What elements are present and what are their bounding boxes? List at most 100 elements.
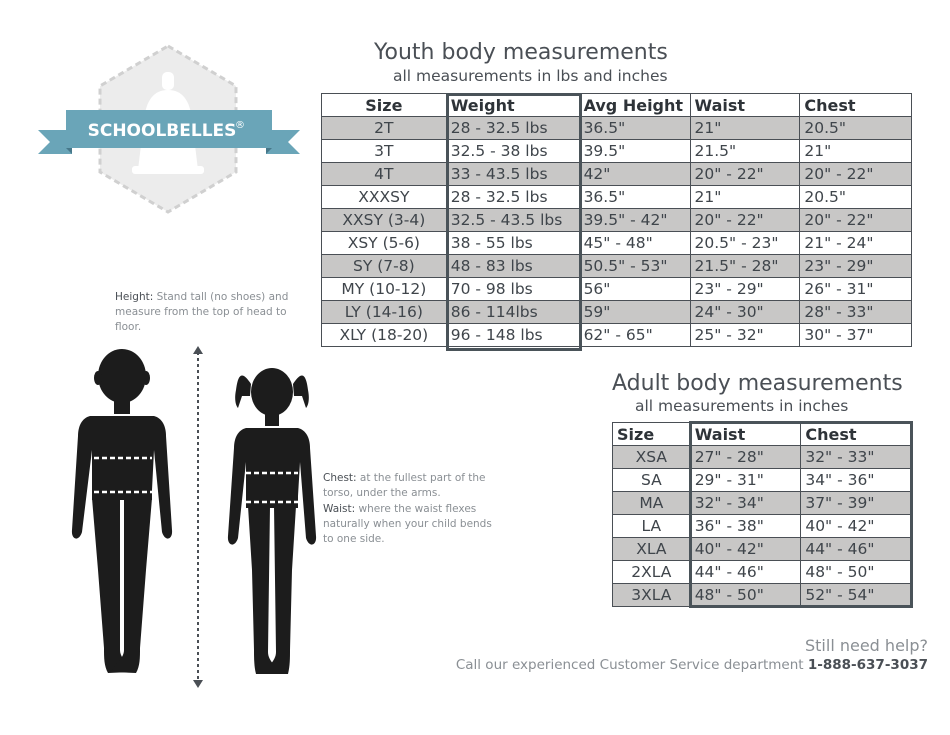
waist-label: Waist:: [323, 503, 356, 515]
table-cell: 28 - 32.5 lbs: [445, 116, 580, 140]
table-cell: 24" - 30": [689, 300, 801, 324]
table-cell: 20" - 22": [799, 162, 912, 186]
table-cell: 48" - 50": [689, 583, 802, 607]
adult-measurements-table: Size Waist Chest XSA 27" - 28" 32" - 33" SA…: [612, 422, 912, 607]
adult-header-row: Size Waist Chest: [612, 422, 912, 446]
ribbon-right-tail: [266, 130, 300, 154]
table-row: XLY (18-20) 96 - 148 lbs 62" - 65" 25" - 32…: [321, 323, 912, 347]
table-row: 2T 28 - 32.5 lbs 36.5" 21" 20.5": [321, 116, 912, 140]
table-cell: 39.5": [578, 139, 691, 163]
table-row: LY (14-16) 86 - 114lbs 59" 24" - 30" 28" - 3…: [321, 300, 912, 324]
table-cell: 21": [689, 185, 801, 209]
table-cell: MA: [612, 491, 691, 515]
col-header-chest: Chest: [800, 422, 912, 446]
girl-silhouette: [227, 368, 317, 674]
table-cell: 70 - 98 lbs: [445, 277, 580, 301]
table-cell: 29" - 31": [689, 468, 802, 492]
chest-text: at the fullest part of the torso, under …: [323, 472, 486, 499]
table-cell: 36.5": [578, 116, 691, 140]
ribbon-banner: [66, 110, 272, 148]
table-cell: 4T: [321, 162, 447, 186]
table-cell: 44" - 46": [800, 537, 912, 561]
table-cell: 32" - 34": [689, 491, 802, 515]
waist-text: where the waist flexes naturally when yo…: [323, 503, 492, 545]
youth-measurements-table: Size Weight Avg Height Waist Chest 2T 28 …: [321, 93, 912, 347]
adult-title: Adult body measurements: [612, 371, 903, 396]
height-text: Stand tall (no shoes) and measure from t…: [115, 291, 289, 333]
height-instruction: Height: Stand tall (no shoes) and measur…: [115, 290, 295, 335]
col-header-weight: Weight: [445, 93, 580, 117]
table-row: 4T 33 - 43.5 lbs 42" 20" - 22" 20" - 22": [321, 162, 912, 186]
table-cell: 50.5" - 53": [578, 254, 691, 278]
youth-subtitle: all measurements in lbs and inches: [393, 67, 668, 85]
table-cell: 32" - 33": [800, 445, 912, 469]
col-header-avg-height: Avg Height: [578, 93, 691, 117]
table-cell: 40" - 42": [800, 514, 912, 538]
table-cell: 37" - 39": [800, 491, 912, 515]
child-silhouettes: [71, 346, 317, 688]
table-cell: SY (7-8): [321, 254, 447, 278]
table-cell: 27" - 28": [689, 445, 802, 469]
table-cell: 34" - 36": [800, 468, 912, 492]
table-cell: XXSY (3-4): [321, 208, 447, 232]
logo-reg-mark: ®: [235, 120, 245, 131]
table-row: 2XLA 44" - 46" 48" - 50": [612, 560, 912, 584]
table-cell: 21": [799, 139, 912, 163]
youth-title: Youth body measurements: [374, 40, 668, 65]
table-cell: 38 - 55 lbs: [445, 231, 580, 255]
table-cell: 42": [578, 162, 691, 186]
table-cell: 20" - 22": [799, 208, 912, 232]
table-cell: 52" - 54": [800, 583, 912, 607]
youth-header-row: Size Weight Avg Height Waist Chest: [321, 93, 912, 117]
table-cell: LY (14-16): [321, 300, 447, 324]
table-row: XXXSY 28 - 32.5 lbs 36.5" 21" 20.5": [321, 185, 912, 209]
table-cell: 21.5" - 28": [689, 254, 801, 278]
schoolbelles-logo: SCHOOLBELLES ®: [38, 44, 300, 214]
table-cell: 3T: [321, 139, 447, 163]
table-row: XSY (5-6) 38 - 55 lbs 45" - 48" 20.5" - 23"…: [321, 231, 912, 255]
table-row: XLA 40" - 42" 44" - 46": [612, 537, 912, 561]
col-header-size: Size: [321, 93, 447, 117]
table-cell: 45" - 48": [578, 231, 691, 255]
table-cell: 20" - 22": [689, 162, 801, 186]
table-cell: 39.5" - 42": [578, 208, 691, 232]
height-arrow-icon: [193, 346, 203, 688]
table-cell: 26" - 31": [799, 277, 912, 301]
help-question: Still need help?: [805, 636, 928, 655]
table-cell: 33 - 43.5 lbs: [445, 162, 580, 186]
table-row: 3XLA 48" - 50" 52" - 54": [612, 583, 912, 607]
help-line: Call our experienced Customer Service de…: [456, 657, 928, 673]
boy-silhouette: [71, 349, 173, 673]
height-label: Height:: [115, 291, 154, 303]
table-cell: LA: [612, 514, 691, 538]
table-cell: 30" - 37": [799, 323, 912, 347]
table-cell: 40" - 42": [689, 537, 802, 561]
table-cell: 28 - 32.5 lbs: [445, 185, 580, 209]
adult-subtitle: all measurements in inches: [635, 397, 849, 415]
table-cell: 23" - 29": [689, 277, 801, 301]
table-cell: 20.5": [799, 185, 912, 209]
table-cell: 20.5" - 23": [689, 231, 801, 255]
help-phone-number[interactable]: 1-888-637-3037: [807, 657, 928, 673]
table-row: 3T 32.5 - 38 lbs 39.5" 21.5" 21": [321, 139, 912, 163]
table-cell: 86 - 114lbs: [445, 300, 580, 324]
ribbon-left-tail: [38, 130, 72, 154]
chest-label: Chest:: [323, 472, 357, 484]
table-cell: XSA: [612, 445, 691, 469]
table-cell: XXXSY: [321, 185, 447, 209]
table-row: LA 36" - 38" 40" - 42": [612, 514, 912, 538]
table-cell: 32.5 - 43.5 lbs: [445, 208, 580, 232]
table-cell: 36" - 38": [689, 514, 802, 538]
table-cell: 56": [578, 277, 691, 301]
table-cell: 28" - 33": [799, 300, 912, 324]
table-row: XSA 27" - 28" 32" - 33": [612, 445, 912, 469]
chest-instruction: Chest: at the fullest part of the torso,…: [323, 471, 503, 501]
table-cell: 48 - 83 lbs: [445, 254, 580, 278]
table-cell: 21": [689, 116, 801, 140]
table-row: SA 29" - 31" 34" - 36": [612, 468, 912, 492]
table-cell: 3XLA: [612, 583, 691, 607]
table-row: XXSY (3-4) 32.5 - 43.5 lbs 39.5" - 42" 20" …: [321, 208, 912, 232]
help-text: Call our experienced Customer Service de…: [455, 657, 808, 673]
waist-instruction: Waist: where the waist flexes naturally …: [323, 502, 503, 547]
table-cell: 21.5": [689, 139, 801, 163]
